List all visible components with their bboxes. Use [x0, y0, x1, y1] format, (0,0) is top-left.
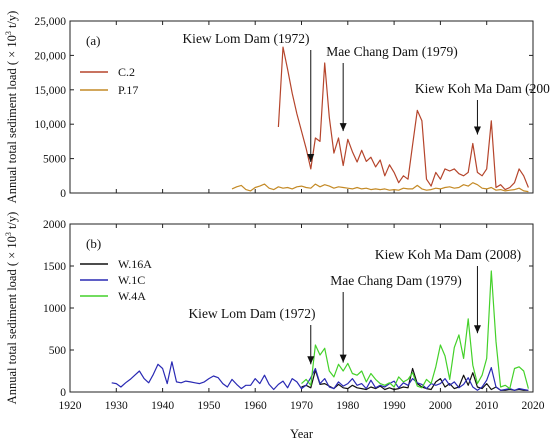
- annotation-arrow-head: [339, 123, 347, 132]
- x-tick-label: 1960: [244, 400, 267, 412]
- y-tick-label: 0: [60, 188, 66, 200]
- annotation-arrow-head: [473, 325, 481, 334]
- y-axis-title-main: Annual total sediment load ( × 10: [5, 35, 19, 203]
- annotation-arrow-head: [307, 356, 315, 365]
- dam-annotation: Mae Chang Dam (1979): [326, 44, 458, 59]
- legend-label: W.16A: [118, 257, 152, 271]
- y-tick-label: 500: [49, 345, 67, 357]
- panel-label: (a): [86, 33, 100, 48]
- annotation-arrow-head: [339, 354, 347, 363]
- y-axis-title-main: Annual total sediment load ( × 10: [5, 236, 19, 404]
- y-axis-title: Annual total sediment load ( × 103 t/y): [4, 11, 19, 204]
- x-tick-label: 1990: [383, 400, 406, 412]
- y-axis-title-unit: t/y): [5, 212, 19, 232]
- x-tick-label: 1950: [197, 400, 220, 412]
- x-tick-label: 1930: [105, 400, 128, 412]
- y-tick-label: 1000: [43, 303, 66, 315]
- annotation-arrow-head: [473, 126, 481, 135]
- panel-label: (b): [86, 236, 101, 251]
- series-line-w1c: [111, 361, 529, 391]
- dam-annotation: Kiew Koh Ma Dam (2008): [375, 247, 521, 262]
- legend-label: P.17: [118, 83, 138, 97]
- x-tick-label: 1920: [59, 400, 82, 412]
- y-tick-label: 1500: [43, 261, 66, 273]
- y-tick-label: 10,000: [34, 119, 66, 131]
- y-tick-label: 0: [60, 387, 66, 399]
- dam-annotation: Kiew Lom Dam (1972): [188, 306, 315, 321]
- y-tick-label: 25,000: [34, 16, 66, 28]
- legend-label: W.4A: [118, 289, 146, 303]
- series-line-p17: [231, 182, 529, 193]
- x-tick-label: 2020: [522, 400, 545, 412]
- dam-annotation: Mae Chang Dam (1979): [330, 273, 462, 288]
- series-line-w16a: [301, 367, 529, 391]
- y-axis-title-superscript: 3: [4, 232, 13, 236]
- panel-a: 0 5000 10,000 15,000 20,000 25,000 C.2 P.17 (a) K…: [4, 11, 550, 204]
- plot-frame: [69, 20, 534, 194]
- panel-b: 0 500 1000 1500 2000 1920 1930 1940 1950 1960 1970…: [4, 212, 545, 441]
- y-axis-title-unit: t/y): [5, 11, 19, 31]
- legend-label: C.2: [118, 65, 135, 79]
- x-tick-label: 2010: [475, 400, 498, 412]
- y-axis-title: Annual total sediment load ( × 103 t/y): [4, 212, 19, 405]
- y-axis-title-superscript: 3: [4, 31, 13, 35]
- x-tick-label: 1940: [151, 400, 174, 412]
- y-tick-label: 20,000: [34, 50, 66, 62]
- y-tick-label: 5000: [43, 154, 66, 166]
- annotation-arrow-head: [307, 154, 315, 163]
- dam-annotation: Kiew Lom Dam (1972): [182, 31, 309, 46]
- series-line-w4a: [301, 270, 529, 390]
- x-axis-title: Year: [290, 427, 314, 441]
- dam-annotation: Kiew Koh Ma Dam (2008): [415, 81, 550, 96]
- series-line-c2: [277, 46, 529, 191]
- y-tick-label: 2000: [43, 219, 66, 231]
- legend-label: W.1C: [118, 273, 145, 287]
- x-tick-label: 1970: [290, 400, 313, 412]
- x-tick-label: 2000: [429, 400, 452, 412]
- y-tick-label: 15,000: [34, 85, 66, 97]
- x-tick-label: 1980: [336, 400, 359, 412]
